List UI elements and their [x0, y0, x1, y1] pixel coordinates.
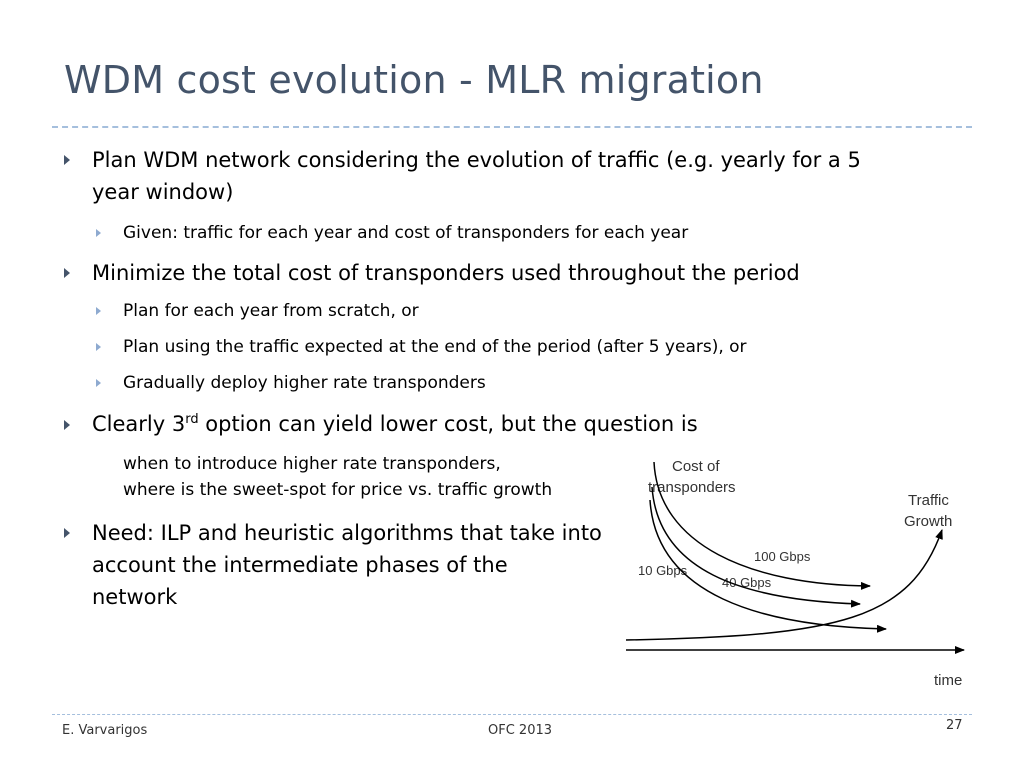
- label-time: time: [934, 672, 962, 689]
- bullet-third-option: Clearly 3rd option can yield lower cost,…: [92, 408, 698, 440]
- label-10-gbps: 10 Gbps: [638, 563, 688, 578]
- bullet-third-option-post: option can yield lower cost, but the que…: [198, 412, 698, 436]
- sub-bullet-scratch: Plan for each year from scratch, or: [123, 301, 419, 321]
- label-cost-line2: transponders: [648, 479, 736, 496]
- sub-bullet-arrow-icon: [96, 307, 101, 315]
- curve-10-gbps: [649, 499, 887, 633]
- question-text: when to introduce higher rate transponde…: [123, 451, 552, 503]
- sub-bullet-arrow-icon: [96, 343, 101, 351]
- bullet-minimize-cost: Minimize the total cost of transponders …: [92, 261, 800, 285]
- label-40-gbps: 40 Gbps: [722, 575, 772, 590]
- bullet-need-ilp: Need: ILP and heuristic algorithms that …: [92, 517, 602, 613]
- bullet-third-option-pre: Clearly 3: [92, 412, 186, 436]
- bullet-need-ilp-line2: account the intermediate phases of the: [92, 553, 508, 577]
- label-traffic-line2: Growth: [904, 513, 952, 530]
- bullet-arrow-icon: [64, 268, 70, 278]
- title-divider: [52, 126, 972, 128]
- footer-author: E. Varvarigos: [62, 723, 148, 738]
- footer-divider: [52, 714, 972, 715]
- sub-bullet-end-of-period: Plan using the traffic expected at the e…: [123, 337, 747, 357]
- bullet-arrow-icon: [64, 420, 70, 430]
- label-traffic-line1: Traffic: [908, 492, 949, 509]
- sub-bullet-gradual: Gradually deploy higher rate transponder…: [123, 373, 486, 393]
- slide-title: WDM cost evolution - MLR migration: [64, 58, 764, 102]
- curve-traffic-growth: [625, 529, 943, 641]
- question-line2: where is the sweet-spot for price vs. tr…: [123, 480, 553, 500]
- page-number: 27: [946, 718, 963, 733]
- cost-traffic-diagram: Cost of transponders Traffic Growth 100 …: [622, 450, 990, 700]
- bullet-arrow-icon: [64, 155, 70, 165]
- bullet-plan-wdm-line1: Plan WDM network considering the evoluti…: [92, 148, 861, 172]
- footer-conference: OFC 2013: [488, 723, 553, 738]
- bullet-need-ilp-line3: network: [92, 585, 178, 609]
- sub-bullet-arrow-icon: [96, 229, 101, 237]
- sub-bullet-arrow-icon: [96, 379, 101, 387]
- label-100-gbps: 100 Gbps: [754, 549, 811, 564]
- question-line1: when to introduce higher rate transponde…: [123, 454, 501, 474]
- bullet-third-option-sup: rd: [185, 412, 199, 427]
- label-cost-line1: Cost of: [672, 458, 720, 475]
- bullet-arrow-icon: [64, 528, 70, 538]
- bullet-plan-wdm-line2: year window): [92, 180, 234, 204]
- bullet-plan-wdm: Plan WDM network considering the evoluti…: [92, 144, 861, 208]
- diagram-background: [622, 450, 990, 700]
- curve-100-gbps: [653, 461, 871, 590]
- sub-bullet-given: Given: traffic for each year and cost of…: [123, 223, 689, 243]
- bullet-need-ilp-line1: Need: ILP and heuristic algorithms that …: [92, 521, 602, 545]
- curve-40-gbps: [651, 486, 861, 608]
